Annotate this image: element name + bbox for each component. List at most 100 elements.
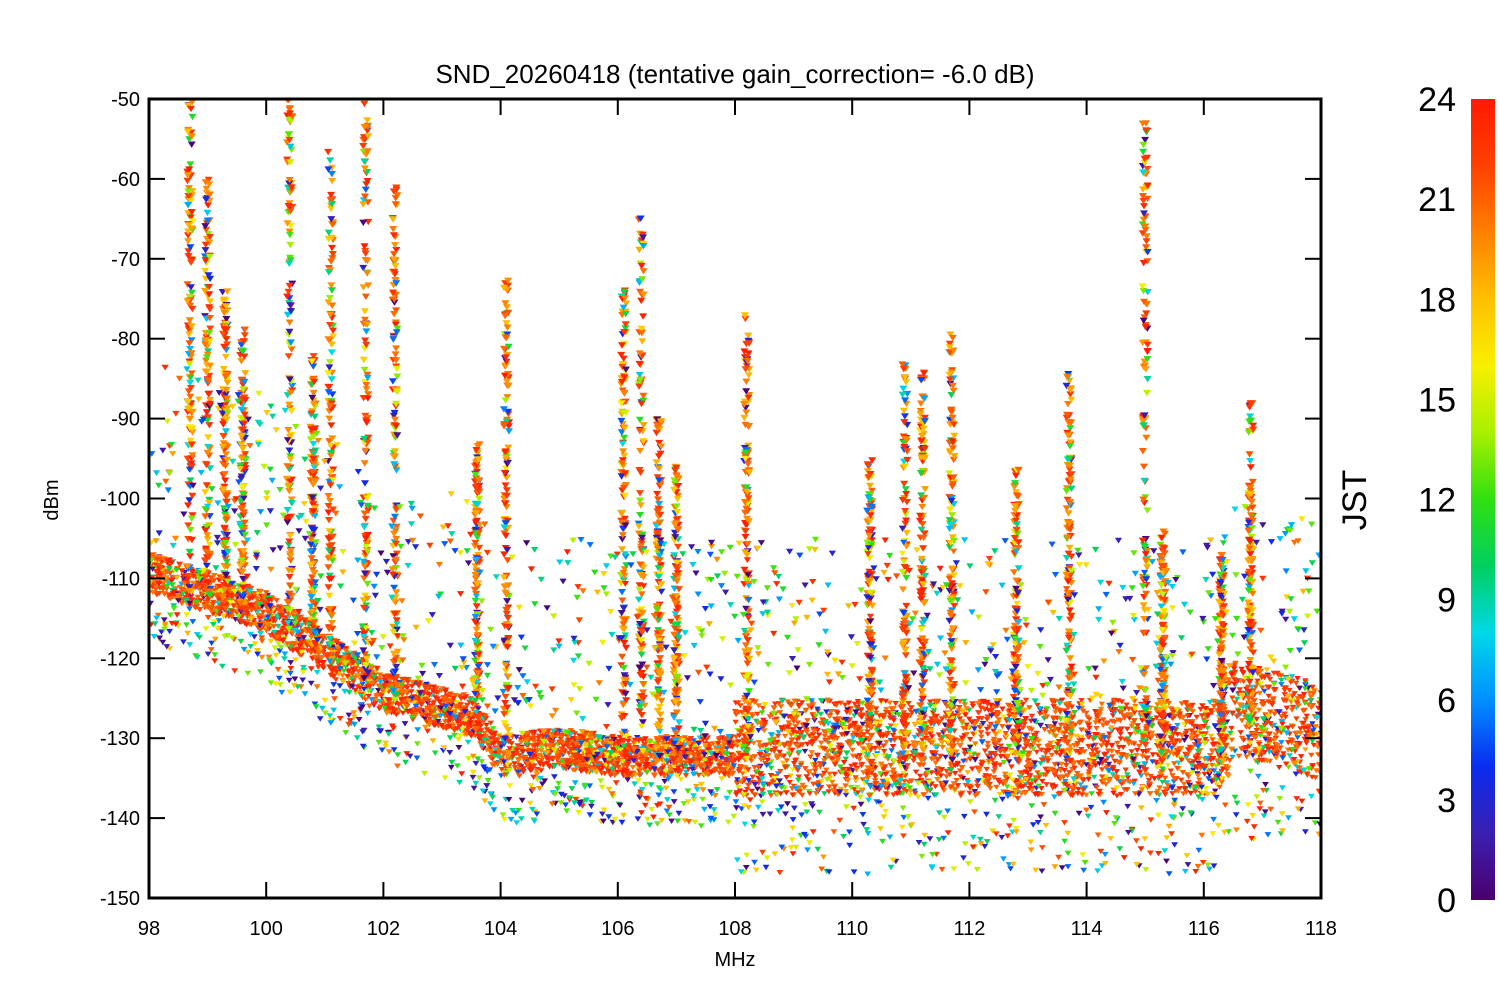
data-point	[1098, 701, 1105, 707]
data-point	[1121, 737, 1128, 743]
data-point	[1307, 698, 1314, 704]
data-point	[908, 710, 916, 716]
data-point	[958, 765, 966, 771]
data-point	[1008, 790, 1015, 796]
data-point	[829, 779, 836, 785]
data-point	[531, 738, 538, 744]
data-point	[341, 654, 348, 660]
data-point	[792, 757, 800, 763]
data-point	[868, 765, 876, 771]
data-point	[210, 578, 218, 584]
data-point	[1211, 741, 1218, 747]
data-point	[712, 757, 720, 763]
data-point	[963, 731, 970, 737]
data-point	[831, 762, 839, 768]
data-point	[1075, 786, 1082, 792]
data-point	[1108, 748, 1115, 754]
data-point	[1167, 768, 1175, 774]
data-point	[802, 707, 810, 713]
data-point	[789, 792, 796, 798]
data-point	[814, 708, 822, 714]
data-point	[265, 611, 273, 617]
data-point	[566, 743, 573, 749]
data-point	[1006, 713, 1013, 719]
data-point	[831, 771, 838, 777]
data-point	[536, 752, 543, 758]
data-point	[801, 748, 809, 754]
data-point	[250, 591, 258, 597]
data-point	[1037, 772, 1044, 778]
data-point	[1309, 721, 1316, 727]
data-point	[811, 762, 819, 768]
data-point	[735, 739, 742, 745]
data-point	[533, 768, 540, 774]
data-point	[810, 739, 817, 745]
data-point	[882, 772, 889, 778]
data-point	[779, 760, 787, 766]
data-point	[1045, 743, 1052, 749]
data-point	[617, 747, 625, 753]
data-point	[409, 714, 416, 720]
data-point	[812, 765, 820, 771]
data-point	[1052, 706, 1060, 712]
data-point	[744, 786, 751, 792]
data-point	[1021, 737, 1029, 743]
data-point	[556, 728, 563, 734]
data-point	[1195, 781, 1202, 787]
data-point	[1309, 703, 1317, 709]
data-point	[1000, 760, 1008, 766]
data-point	[1085, 743, 1092, 749]
data-point	[1134, 747, 1141, 753]
data-point	[1231, 666, 1238, 672]
data-point	[1228, 725, 1235, 731]
data-point	[943, 774, 950, 780]
data-point	[1294, 730, 1301, 736]
data-point	[494, 738, 501, 744]
data-point	[592, 740, 600, 746]
data-point	[1071, 710, 1078, 716]
data-point	[511, 761, 518, 767]
data-point	[1119, 744, 1127, 750]
data-point	[560, 743, 567, 749]
data-point	[567, 732, 574, 738]
data-point	[1125, 706, 1132, 712]
data-point	[1139, 753, 1146, 759]
data-point	[720, 771, 728, 777]
data-point	[517, 745, 524, 751]
data-point	[1253, 723, 1260, 729]
data-point	[194, 594, 201, 600]
data-point	[935, 698, 942, 704]
data-point	[380, 674, 388, 680]
data-point	[1295, 703, 1302, 709]
data-point	[1038, 747, 1045, 753]
data-point	[1254, 678, 1261, 684]
data-point	[911, 734, 919, 740]
data-point	[759, 781, 767, 787]
data-point	[984, 714, 991, 720]
data-point	[891, 737, 898, 743]
data-point	[1096, 788, 1103, 794]
data-point	[880, 743, 887, 749]
data-point	[662, 769, 669, 775]
data-point	[773, 755, 781, 761]
data-point	[851, 787, 858, 793]
data-point	[992, 753, 999, 759]
data-point	[1136, 769, 1143, 775]
data-point	[989, 757, 996, 763]
data-point	[883, 706, 890, 712]
data-point	[983, 717, 991, 723]
data-point	[993, 784, 1000, 790]
data-point	[975, 768, 983, 774]
data-point	[1111, 719, 1118, 725]
data-point	[520, 755, 527, 761]
data-point	[1310, 742, 1317, 748]
data-point	[467, 716, 475, 722]
data-point	[1139, 749, 1147, 755]
data-point	[934, 777, 941, 783]
data-point	[1302, 717, 1309, 723]
data-point	[1179, 770, 1187, 776]
data-point	[435, 718, 442, 724]
data-point	[749, 774, 756, 780]
data-point	[987, 785, 994, 791]
